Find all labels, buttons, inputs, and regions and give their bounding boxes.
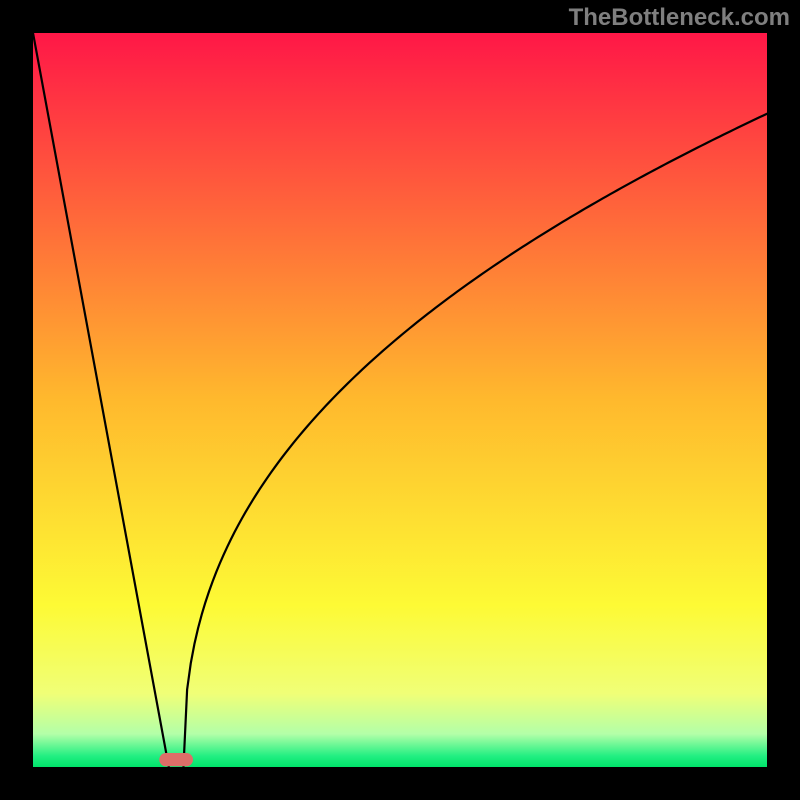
- gradient-background: [33, 33, 767, 767]
- plot-area: [33, 33, 767, 767]
- valley-marker: [159, 753, 193, 766]
- chart-svg: [33, 33, 767, 767]
- chart-frame: TheBottleneck.com: [0, 0, 800, 800]
- watermark-text: TheBottleneck.com: [569, 4, 790, 32]
